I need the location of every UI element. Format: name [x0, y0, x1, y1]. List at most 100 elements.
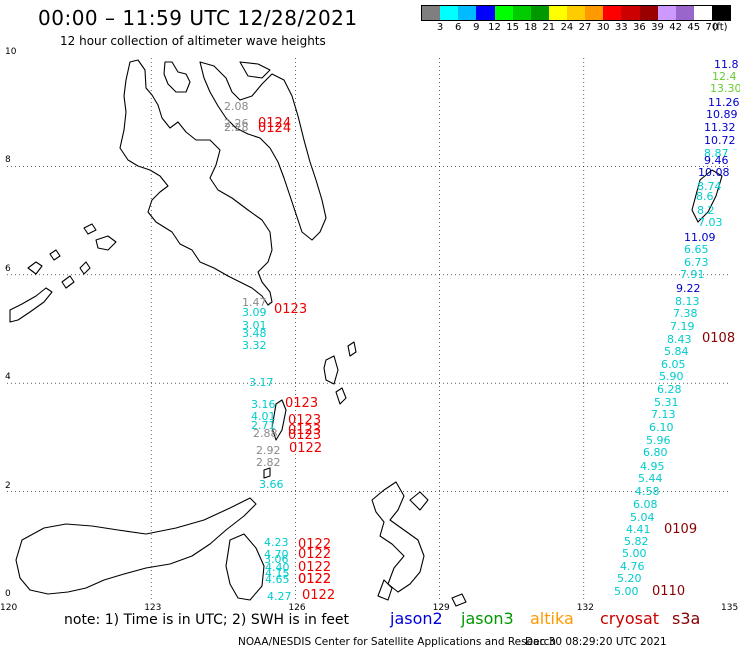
- wave-height-value: 4.27: [267, 590, 292, 603]
- color-scale-label: 3: [436, 22, 444, 33]
- wave-height-value: 4.40: [265, 561, 290, 574]
- color-scale-swatch: [512, 6, 531, 20]
- color-scale-swatch: [548, 6, 567, 20]
- wave-height-value: 4.95: [640, 460, 665, 473]
- color-scale-label: (ft): [712, 22, 728, 33]
- color-scale-label: 6: [455, 22, 462, 33]
- wave-height-value: 5.04: [630, 511, 655, 524]
- color-scale-label: 12: [488, 22, 501, 33]
- longitude-tick-label: 129: [432, 603, 450, 613]
- pass-time-label: 0122: [298, 547, 332, 562]
- color-scale-swatch: [530, 6, 549, 20]
- color-scale-label: 45: [687, 22, 701, 33]
- wave-height-value: 13.30: [710, 82, 740, 95]
- wave-height-value: 6.73: [684, 256, 709, 269]
- color-scale-swatch: [712, 6, 731, 20]
- color-scale-swatch: [621, 6, 640, 20]
- color-scale-swatch: [494, 6, 513, 20]
- coastline-west-islands: [9, 287, 53, 323]
- latitude-tick-label: 6: [5, 263, 11, 274]
- color-scale-label: 21: [542, 22, 556, 33]
- longitude-tick-label: 123: [144, 603, 162, 613]
- color-scale-bar: [421, 5, 731, 21]
- lat-lon-grid: [7, 58, 728, 600]
- wave-height-value: 5.20: [617, 572, 642, 585]
- wave-height-value: 5.90: [659, 370, 684, 383]
- coastline-east-coast: [199, 61, 327, 241]
- pass-time-label: 0122: [298, 537, 332, 552]
- wave-height-value: 3.66: [259, 478, 284, 491]
- wave-height-value: 8.74: [697, 180, 722, 193]
- latitude-tick-label: 4: [5, 372, 11, 383]
- pass-time-label: 0122: [298, 572, 332, 587]
- wave-height-value: 8.43: [667, 333, 692, 346]
- coastline: [9, 59, 723, 607]
- satellite-legend-altika: altika: [530, 609, 574, 628]
- color-scale-label: 24: [560, 22, 574, 33]
- color-scale-swatch: [603, 6, 622, 20]
- footnote: note: 1) Time is in UTC; 2) SWH is in fe…: [64, 612, 350, 628]
- coastline-talaud: [323, 355, 339, 385]
- color-scale-label: 39: [651, 22, 664, 33]
- wave-height-value: 2.08: [224, 100, 249, 113]
- wave-height-value: 7.38: [673, 307, 698, 320]
- wave-height-value: 7.19: [670, 320, 695, 333]
- wave-height-value: 5.44: [638, 472, 663, 485]
- color-scale-swatch: [476, 6, 495, 20]
- color-scale-label: 30: [596, 22, 610, 33]
- coastline-samar: [163, 61, 191, 93]
- color-scale-label: 27: [578, 22, 592, 33]
- longitude-tick-label: 135: [721, 603, 739, 613]
- wave-height-value: 3.01: [242, 319, 267, 332]
- wave-height-value: 4.23: [264, 536, 289, 549]
- pass-time-label: 0122: [298, 560, 332, 575]
- latitude-tick-label: 0: [5, 589, 11, 599]
- wave-height-value: 9.22: [676, 282, 701, 295]
- wave-height-value: 8.6: [696, 190, 714, 203]
- wave-height-value: 2.82: [256, 456, 281, 469]
- wave-height-value: 4.58: [635, 485, 660, 498]
- wave-height-value: 7.03: [698, 216, 723, 229]
- wave-height-value: 6.10: [649, 421, 674, 434]
- wave-height-value: 6.08: [633, 498, 658, 511]
- wave-height-value: 5.84: [664, 345, 689, 358]
- map-title: 00:00 – 11:59 UTC 12/28/2021: [38, 6, 358, 30]
- color-scale-swatch: [422, 6, 441, 20]
- pass-time-label: 0123: [288, 413, 322, 428]
- wave-height-value: 11.8: [714, 58, 739, 71]
- wave-height-value: 5.00: [622, 547, 647, 560]
- color-scale-label: 70: [705, 22, 719, 33]
- latitude-tick-label: 8: [5, 155, 11, 166]
- pass-time-label: 0124: [258, 121, 292, 136]
- pass-time-label: 0122: [289, 441, 323, 456]
- pass-time-label: 0123: [285, 396, 319, 411]
- coastline-north-islands: [239, 61, 271, 79]
- color-scale-swatch: [693, 6, 712, 20]
- wave-height-value: 11.32: [704, 121, 736, 134]
- wave-height-value: 2.28: [224, 121, 249, 134]
- pass-time-label: 0110: [652, 584, 686, 599]
- wave-height-value: 3.32: [242, 339, 267, 352]
- color-scale-label: 33: [614, 22, 628, 33]
- wave-height-value: 3.16: [251, 398, 276, 411]
- wave-height-value: 8.13: [675, 295, 700, 308]
- color-scale-label: 15: [506, 22, 519, 33]
- pass-time-label: 0108: [702, 331, 736, 346]
- wave-height-value: 3.17: [249, 376, 274, 389]
- pass-time-label: 0123: [274, 302, 308, 317]
- wave-height-value: 4.76: [620, 560, 645, 573]
- wave-height-value: 4.41: [626, 523, 651, 536]
- pass-time-label: 0122: [302, 588, 336, 603]
- wave-height-value: 4.65: [265, 573, 290, 586]
- color-scale-swatch: [567, 6, 586, 20]
- wave-height-value: 5.82: [624, 535, 649, 548]
- wave-height-value: 12.4: [712, 70, 737, 83]
- wave-height-value: 8.2: [697, 204, 715, 217]
- coastline-sulawesi: [15, 497, 257, 595]
- wave-height-value: 4.15: [265, 567, 290, 580]
- wave-height-value: 2.71: [251, 419, 276, 432]
- wave-height-value: 7.13: [651, 408, 676, 421]
- satellite-legend-jason2: jason2: [390, 609, 443, 628]
- wave-height-value: 11.26: [708, 96, 740, 109]
